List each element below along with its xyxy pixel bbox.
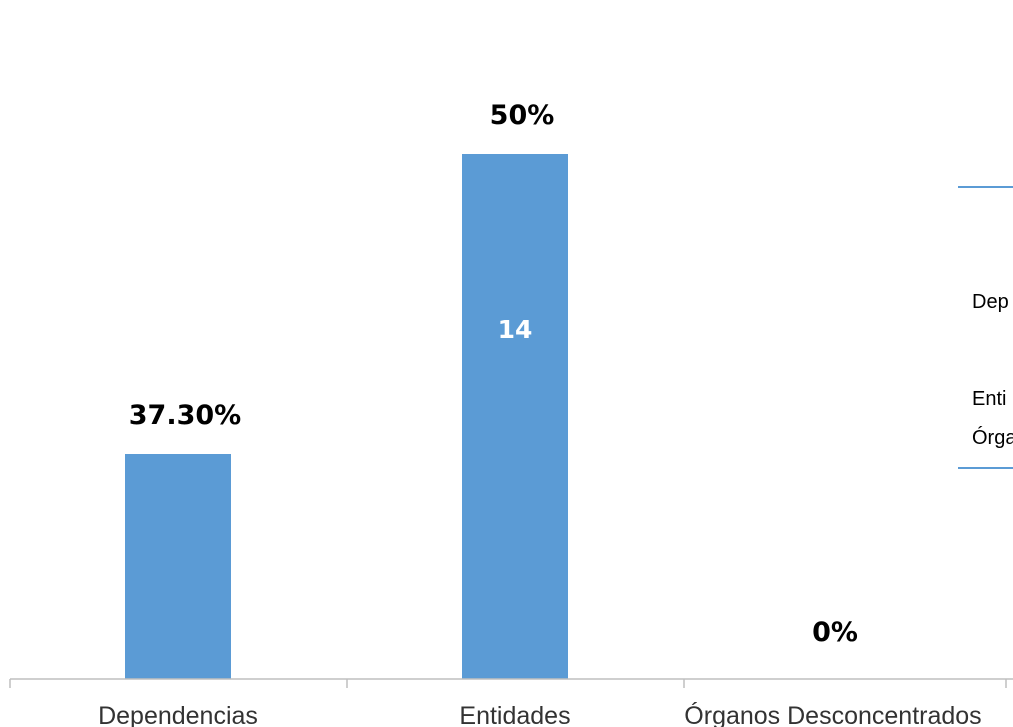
percent-label-3: 0% <box>812 617 858 648</box>
bar-value-label-2: 14 <box>498 315 533 344</box>
x-axis-ticks <box>9 679 1007 688</box>
category-label-1: Dependencias <box>98 702 258 727</box>
category-label-3: Órganos Desconcentrados <box>684 701 981 727</box>
labels-group: 6 37.30% Dependencias 14 50% Entidades 0% Órgan… <box>98 100 982 727</box>
legend: Dep Enti Órga <box>958 186 1013 469</box>
bar-value-label-1: 6 <box>169 315 186 344</box>
legend-entry-2: Enti <box>972 388 1006 410</box>
percent-label-1: 37.30% <box>129 400 241 431</box>
legend-entry-1: Dep <box>972 291 1009 313</box>
bars-group <box>125 154 568 679</box>
percent-label-2: 50% <box>490 100 555 131</box>
category-label-2: Entidades <box>459 702 570 727</box>
legend-entry-3: Órga <box>972 426 1013 449</box>
bar-1 <box>125 454 231 679</box>
bar-2 <box>462 154 568 679</box>
